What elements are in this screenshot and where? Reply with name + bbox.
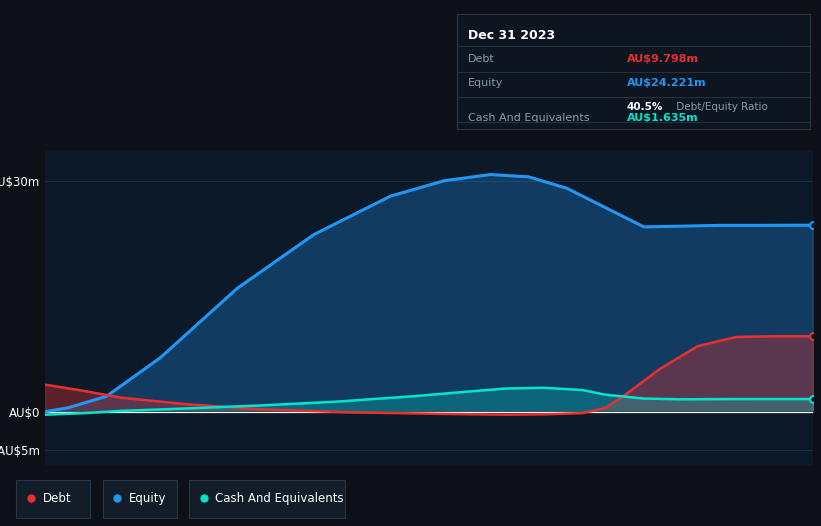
Text: Dec 31 2023: Dec 31 2023 xyxy=(468,29,555,42)
Text: 40.5%: 40.5% xyxy=(626,102,663,112)
Bar xyxy=(16,480,90,518)
Bar xyxy=(103,480,177,518)
Text: Cash And Equivalents: Cash And Equivalents xyxy=(468,113,589,123)
Text: Equity: Equity xyxy=(468,78,503,88)
Text: AU$9.798m: AU$9.798m xyxy=(626,54,699,64)
Text: AU$24.221m: AU$24.221m xyxy=(626,78,706,88)
Text: Debt: Debt xyxy=(468,54,494,64)
Text: Cash And Equivalents: Cash And Equivalents xyxy=(215,492,344,505)
Text: Equity: Equity xyxy=(129,492,167,505)
Text: Debt: Debt xyxy=(43,492,71,505)
Text: Debt/Equity Ratio: Debt/Equity Ratio xyxy=(672,102,768,112)
Bar xyxy=(189,480,345,518)
Text: AU$1.635m: AU$1.635m xyxy=(626,113,699,123)
